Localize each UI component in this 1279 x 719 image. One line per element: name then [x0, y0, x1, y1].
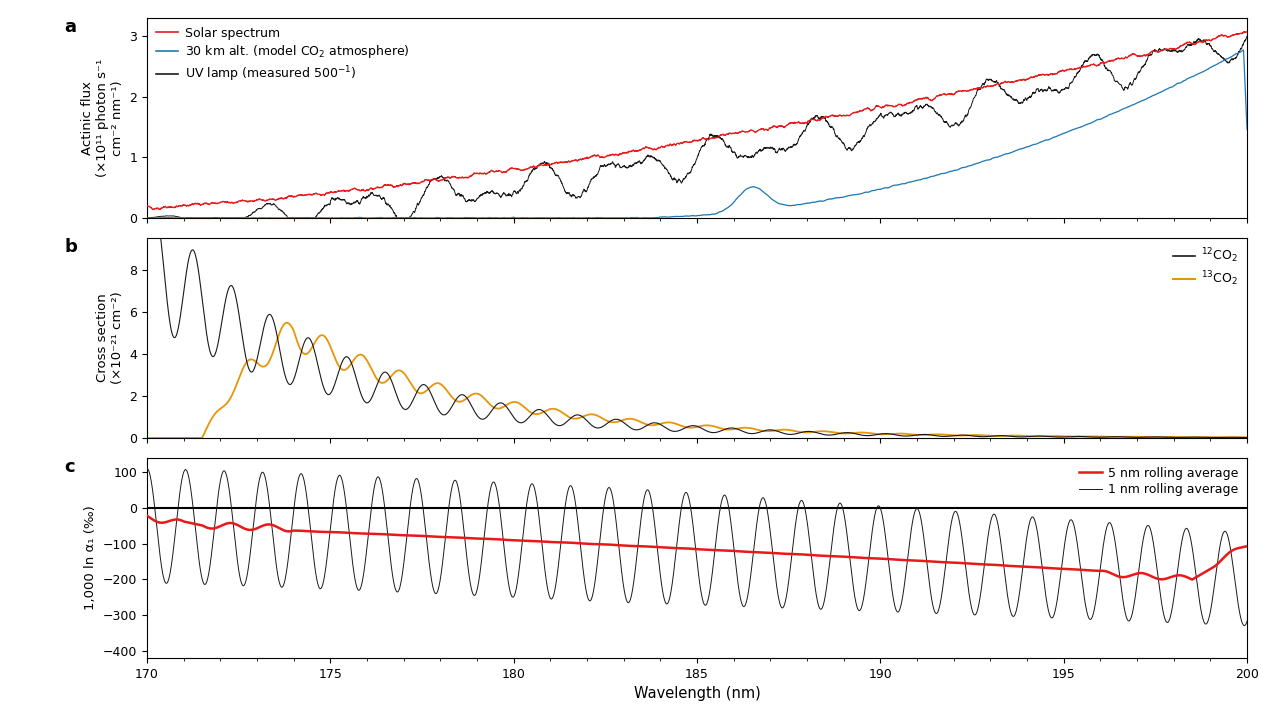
- Y-axis label: Actinic flux
(×10¹¹ photon s⁻¹
cm⁻² nm⁻¹): Actinic flux (×10¹¹ photon s⁻¹ cm⁻² nm⁻¹…: [81, 59, 124, 177]
- Legend: 5 nm rolling average, 1 nm rolling average: 5 nm rolling average, 1 nm rolling avera…: [1077, 464, 1241, 499]
- Y-axis label: Cross section
(×10⁻²¹ cm⁻²): Cross section (×10⁻²¹ cm⁻²): [96, 292, 124, 384]
- Y-axis label: 1,000 ln α₁ (‰): 1,000 ln α₁ (‰): [84, 505, 97, 610]
- Text: a: a: [65, 18, 77, 36]
- Text: c: c: [65, 458, 75, 476]
- Legend: $^{12}$CO$_2$, $^{13}$CO$_2$: $^{12}$CO$_2$, $^{13}$CO$_2$: [1170, 244, 1241, 290]
- Text: b: b: [65, 238, 78, 256]
- X-axis label: Wavelength (nm): Wavelength (nm): [633, 686, 761, 701]
- Legend: Solar spectrum, 30 km alt. (model CO$_2$ atmosphere), UV lamp (measured 500$^{-1: Solar spectrum, 30 km alt. (model CO$_2$…: [153, 24, 412, 86]
